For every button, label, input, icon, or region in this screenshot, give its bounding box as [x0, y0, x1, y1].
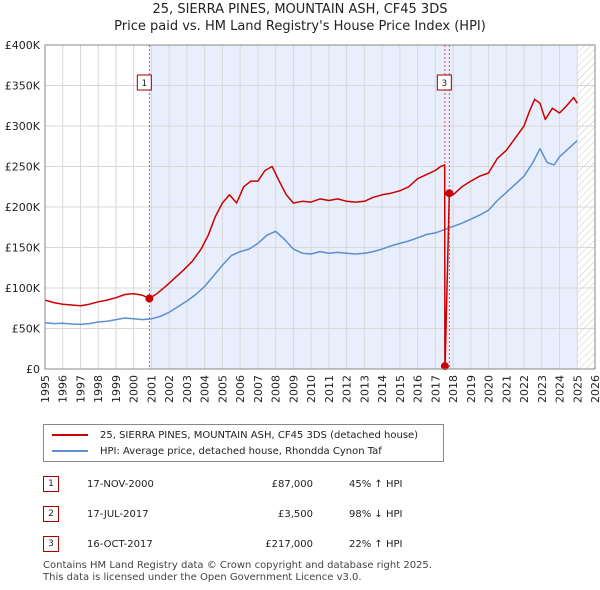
- transaction-hpi: 22% ↑ HPI: [349, 538, 403, 550]
- marker-label-1: 1: [141, 79, 147, 89]
- x-tick-label: 2008: [270, 375, 283, 403]
- x-tick-label: 2004: [199, 375, 212, 403]
- x-tick-label: 2002: [163, 375, 176, 403]
- x-tick-label: 2021: [500, 375, 513, 403]
- plot-frame: [44, 44, 596, 370]
- x-tick-label: 2016: [412, 375, 425, 403]
- x-tick-label: 2024: [554, 375, 567, 403]
- chart-title-line2: Price paid vs. HM Land Registry's House …: [114, 19, 486, 34]
- x-tick-label: 2025: [571, 375, 584, 403]
- transaction-date: 16-OCT-2017: [87, 538, 153, 550]
- x-tick-label: 2010: [305, 375, 318, 403]
- y-tick-label: £300K: [5, 120, 41, 133]
- x-tick-label: 2012: [341, 375, 354, 403]
- y-tick-label: £50K: [12, 323, 41, 336]
- transaction-hpi: 98% ↓ HPI: [349, 508, 403, 520]
- sale-point-3: [445, 189, 454, 198]
- table-row: 2 17-JUL-2017 £3,500 98% ↓ HPI: [43, 499, 439, 529]
- x-tick-label: 2017: [429, 375, 442, 403]
- sale-point-2: [440, 362, 449, 371]
- chart-title-line1: 25, SIERRA PINES, MOUNTAIN ASH, CF45 3DS: [152, 2, 448, 17]
- footer-copyright: Contains HM Land Registry data © Crown c…: [43, 560, 432, 571]
- transaction-date: 17-NOV-2000: [87, 478, 154, 490]
- y-tick-label: £150K: [5, 242, 41, 255]
- x-tick-label: 2000: [128, 375, 141, 403]
- y-tick-label: £250K: [5, 161, 41, 174]
- x-tick-label: 2006: [234, 375, 247, 403]
- legend: 25, SIERRA PINES, MOUNTAIN ASH, CF45 3DS…: [43, 424, 444, 462]
- transaction-price: £87,000: [271, 478, 313, 490]
- x-tick-label: 2020: [483, 375, 496, 403]
- x-tick-label: 2018: [447, 375, 460, 403]
- footer: Contains HM Land Registry data © Crown c…: [43, 560, 432, 584]
- x-tick-label: 1997: [74, 375, 87, 403]
- x-tick-label: 2015: [394, 375, 407, 403]
- legend-swatch-blue: [52, 450, 88, 452]
- transaction-number: 2: [43, 506, 59, 522]
- legend-label-price: 25, SIERRA PINES, MOUNTAIN ASH, CF45 3DS…: [100, 430, 419, 441]
- table-row: 1 17-NOV-2000 £87,000 45% ↑ HPI: [43, 469, 439, 499]
- x-tick-label: 1996: [57, 375, 70, 403]
- legend-item-hpi: HPI: Average price, detached house, Rhon…: [52, 444, 382, 460]
- x-tick-label: 2023: [536, 375, 549, 403]
- legend-item-price: 25, SIERRA PINES, MOUNTAIN ASH, CF45 3DS…: [52, 428, 418, 444]
- legend-swatch-red: [52, 434, 88, 436]
- transaction-date: 17-JUL-2017: [87, 508, 149, 520]
- x-tick-label: 2003: [181, 375, 194, 403]
- transaction-price: £3,500: [278, 508, 313, 520]
- x-tick-label: 2019: [465, 375, 478, 403]
- x-tick-label: 2007: [252, 375, 265, 403]
- marker-box-1: [136, 74, 152, 91]
- marker-label-3: 3: [441, 79, 447, 89]
- y-tick-label: £100K: [5, 282, 41, 295]
- x-tick-label: 2022: [518, 375, 531, 403]
- transaction-number: 1: [43, 476, 59, 492]
- x-tick-label: 1998: [92, 375, 105, 403]
- transaction-hpi: 45% ↑ HPI: [349, 478, 403, 490]
- x-tick-label: 1999: [110, 375, 123, 403]
- price-chart: £0 £50K £100K £150K £200K £250K £300K £350K £400…: [5, 39, 600, 403]
- y-tick-label: £0: [26, 363, 40, 376]
- sale-point-1: [145, 294, 154, 303]
- marker-box-3: [436, 74, 452, 91]
- hpi-line: [44, 140, 578, 326]
- x-tick-label: 2001: [145, 375, 158, 403]
- transaction-price: £217,000: [265, 538, 313, 550]
- x-tick-label: 1995: [39, 375, 52, 403]
- x-tick-label: 2005: [216, 375, 229, 403]
- y-tick-label: £350K: [5, 80, 41, 93]
- x-tick-label: 2013: [358, 375, 371, 403]
- transactions-table: 1 17-NOV-2000 £87,000 45% ↑ HPI 2 17-JUL…: [43, 469, 439, 559]
- x-tick-label: 2014: [376, 375, 389, 403]
- footer-license: This data is licensed under the Open Gov…: [43, 572, 362, 583]
- table-row: 3 16-OCT-2017 £217,000 22% ↑ HPI: [43, 529, 439, 559]
- x-tick-label: 2026: [589, 375, 600, 403]
- x-tick-label: 2011: [323, 375, 336, 403]
- legend-label-hpi: HPI: Average price, detached house, Rhon…: [100, 446, 382, 457]
- y-tick-label: £200K: [5, 201, 41, 214]
- x-tick-label: 2009: [287, 375, 300, 403]
- transaction-number: 3: [43, 536, 59, 552]
- y-tick-label: £400K: [5, 39, 41, 52]
